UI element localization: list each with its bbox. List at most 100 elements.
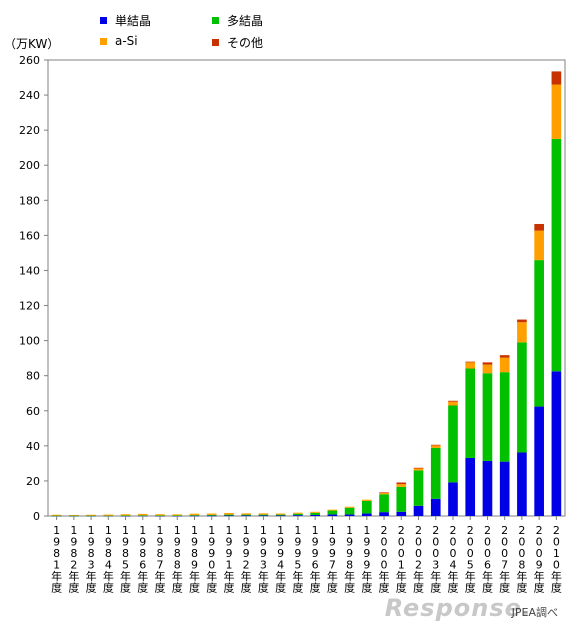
x-tick-label-char: 3 bbox=[88, 559, 95, 572]
bar-segment-1999-0 bbox=[361, 513, 372, 516]
x-tick-label-char: 年 bbox=[516, 569, 527, 583]
y-tick-label: 20 bbox=[26, 475, 40, 488]
legend-item-mono-crystal: 単結晶 bbox=[100, 12, 151, 29]
x-tick-label-char: 7 bbox=[329, 559, 336, 572]
bar-segment-1999-1 bbox=[361, 500, 372, 514]
x-tick-label-char: 0 bbox=[381, 536, 388, 549]
x-tick-label-char: 度 bbox=[447, 581, 458, 595]
x-tick-label-char: 9 bbox=[105, 536, 112, 549]
x-tick-label-char: 度 bbox=[51, 581, 62, 595]
x-tick-label-char: 度 bbox=[189, 581, 200, 595]
bar-segment-1995-1 bbox=[293, 513, 303, 516]
watermark-logo: Response. bbox=[384, 594, 532, 622]
bar-segment-1990-1 bbox=[206, 514, 217, 516]
bar-segment-1993-1 bbox=[258, 514, 269, 516]
legend-swatch bbox=[212, 39, 219, 46]
bar-segment-2004-0 bbox=[448, 482, 458, 516]
bar-segment-2002-0 bbox=[413, 505, 424, 516]
x-tick-label-char: 年 bbox=[223, 569, 234, 583]
x-tick-label-char: 0 bbox=[501, 547, 508, 560]
bar-segment-1987-2 bbox=[155, 514, 165, 516]
x-tick-label-char: 8 bbox=[105, 547, 112, 560]
x-tick-label-char: 度 bbox=[327, 581, 338, 595]
bar-segment-1989-2 bbox=[189, 513, 200, 516]
x-tick-label-char: 1 bbox=[191, 524, 198, 537]
y-tick-label: 40 bbox=[26, 440, 40, 453]
legend-label: a-Si bbox=[115, 34, 138, 48]
bar-segment-1986-2 bbox=[137, 513, 148, 516]
y-tick-label: 80 bbox=[26, 370, 40, 383]
x-tick-label-char: 9 bbox=[260, 536, 267, 549]
legend-label: 単結晶 bbox=[115, 14, 152, 28]
legend-label: その他 bbox=[227, 36, 264, 50]
x-tick-label-char: 8 bbox=[518, 559, 525, 572]
y-tick-label: 220 bbox=[19, 124, 40, 137]
bar-segment-1983-2 bbox=[86, 514, 96, 516]
bar-segment-1999-2 bbox=[361, 499, 372, 501]
x-tick-label-char: 年 bbox=[137, 569, 148, 583]
legend-swatch bbox=[100, 37, 107, 45]
x-tick-label-char: 0 bbox=[449, 536, 456, 549]
x-tick-label-char: 年 bbox=[551, 569, 562, 583]
x-tick-label-char: 9 bbox=[225, 547, 232, 560]
x-tick-label-char: 9 bbox=[294, 536, 301, 549]
bar-segment-2003-1 bbox=[430, 447, 441, 499]
bar-segment-1995-0 bbox=[293, 515, 303, 516]
bar-segment-2005-3 bbox=[465, 361, 476, 363]
x-tick-label-char: 度 bbox=[430, 581, 441, 595]
x-tick-label-char: 年 bbox=[51, 569, 62, 583]
bar-segment-1990-2 bbox=[206, 513, 217, 515]
x-tick-label-char: 9 bbox=[243, 547, 250, 560]
bar-segment-2001-1 bbox=[396, 486, 407, 512]
source-note: JPEA調べ bbox=[511, 606, 558, 619]
x-tick-label-char: 度 bbox=[344, 581, 355, 595]
bar-segment-1991-2 bbox=[224, 513, 234, 515]
x-tick-label-char: 年 bbox=[155, 569, 166, 583]
x-tick-label-char: 年 bbox=[534, 569, 545, 583]
x-tick-label-char: 1 bbox=[260, 524, 267, 537]
bar-segment-1981-1 bbox=[51, 515, 62, 517]
bar-segment-1991-0 bbox=[224, 515, 234, 517]
x-tick-label-char: 2 bbox=[484, 524, 491, 537]
x-tick-label-char: 年 bbox=[86, 569, 97, 583]
x-tick-label-char: 7 bbox=[157, 559, 164, 572]
x-tick-label-char: 9 bbox=[363, 547, 370, 560]
x-tick-label-char: 5 bbox=[467, 559, 474, 572]
x-tick-label-char: 2 bbox=[70, 559, 77, 572]
x-tick-label-char: 年 bbox=[499, 569, 510, 583]
x-tick-label-char: 0 bbox=[553, 536, 560, 549]
x-tick-label-char: 度 bbox=[396, 581, 407, 595]
bar-segment-2005-0 bbox=[465, 457, 476, 516]
x-tick-label-char: 1 bbox=[398, 559, 405, 572]
x-tick-label-char: 0 bbox=[432, 536, 439, 549]
x-tick-label-char: 8 bbox=[88, 547, 95, 560]
x-tick-label-char: 9 bbox=[536, 559, 543, 572]
x-tick-label-char: 2 bbox=[381, 524, 388, 537]
x-tick-label-char: 9 bbox=[208, 547, 215, 560]
x-tick-label-char: 8 bbox=[346, 559, 353, 572]
x-tick-label-char: 9 bbox=[277, 547, 284, 560]
x-tick-label-char: 9 bbox=[53, 536, 60, 549]
x-tick-label-char: 9 bbox=[191, 536, 198, 549]
x-tick-label-char: 2 bbox=[415, 524, 422, 537]
x-tick-label-char: 1 bbox=[312, 524, 319, 537]
x-tick-label-char: 度 bbox=[68, 581, 79, 595]
bar-segment-2008-3 bbox=[517, 319, 527, 323]
x-tick-label-char: 9 bbox=[277, 536, 284, 549]
x-tick-label-char: 9 bbox=[191, 559, 198, 572]
x-tick-label-char: 1 bbox=[139, 524, 146, 537]
x-tick-label-char: 度 bbox=[361, 581, 372, 595]
x-tick-label-char: 1 bbox=[225, 559, 232, 572]
x-tick-label-char: 年 bbox=[103, 569, 114, 583]
bar-segment-2003-2 bbox=[430, 445, 441, 448]
x-tick-label-char: 2 bbox=[501, 524, 508, 537]
x-tick-label-char: 2 bbox=[536, 524, 543, 537]
x-tick-label-char: 6 bbox=[312, 559, 319, 572]
x-tick-label-char: 0 bbox=[415, 547, 422, 560]
x-tick-label-char: 度 bbox=[499, 581, 510, 595]
bar-segment-1997-2 bbox=[327, 509, 338, 511]
bar-segment-1988-2 bbox=[172, 514, 183, 516]
bar-segment-1994-2 bbox=[275, 513, 286, 515]
x-tick-label-char: 2 bbox=[243, 559, 250, 572]
